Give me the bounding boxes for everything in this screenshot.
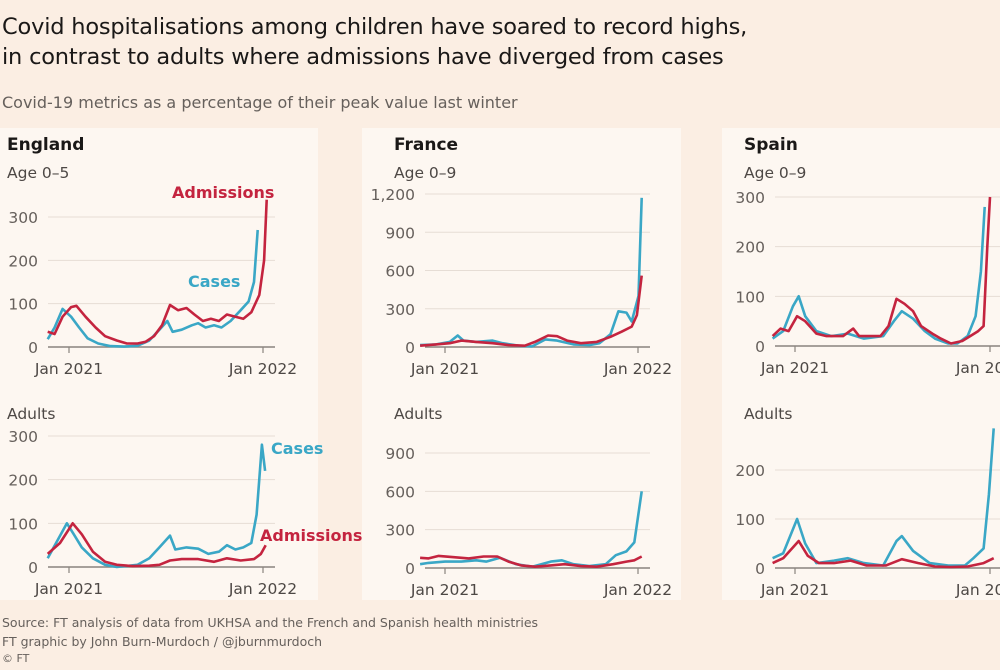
- chart-subtitle: Covid-19 metrics as a percentage of thei…: [2, 93, 518, 112]
- x-tick-label: Jan 2021: [760, 359, 829, 377]
- series-line-admissions: [46, 522, 267, 568]
- y-tick-label: 100: [8, 515, 38, 533]
- series-line-cases: [46, 443, 267, 569]
- x-tick-label: Jan 2022: [228, 580, 297, 598]
- x-tick-label: Jan 2021: [34, 580, 103, 598]
- copyright: © FT: [2, 652, 30, 665]
- title-line-2: in contrast to adults where admissions h…: [2, 44, 724, 70]
- series-line-cases: [771, 206, 986, 345]
- x-tick-label: Jan 2022: [603, 581, 672, 599]
- y-tick-label: 0: [405, 339, 415, 357]
- y-tick-label: 0: [28, 559, 38, 577]
- y-tick-label: 300: [385, 301, 415, 319]
- y-tick-label: 300: [8, 428, 38, 446]
- y-tick-label: 200: [8, 472, 38, 490]
- y-tick-label: 300: [385, 522, 415, 540]
- series-line-cases: [419, 491, 643, 568]
- y-tick-label: 0: [755, 338, 765, 356]
- series-line-cases: [420, 197, 643, 348]
- chart-title: Covid hospitalisations among children ha…: [2, 12, 747, 72]
- y-tick-label: 100: [8, 296, 38, 314]
- x-tick-label: Jan 2021: [410, 360, 479, 378]
- series-label-admissions: Admissions: [172, 183, 274, 202]
- x-tick-label: Jan 2021: [410, 581, 479, 599]
- panel-group-label: Adults: [7, 405, 55, 423]
- y-tick-label: 0: [755, 560, 765, 578]
- y-tick-label: 200: [735, 462, 765, 480]
- series-line-admissions: [47, 199, 268, 345]
- x-tick-label: Jan 2022: [603, 360, 672, 378]
- series-line-admissions: [772, 539, 995, 569]
- panel-country-title: England: [7, 135, 84, 155]
- y-tick-label: 300: [735, 189, 765, 207]
- series-line-admissions: [771, 196, 992, 345]
- y-tick-label: 600: [385, 483, 415, 501]
- y-tick-label: 200: [735, 239, 765, 257]
- y-tick-label: 100: [735, 511, 765, 529]
- y-tick-label: 900: [385, 224, 415, 242]
- series-line-admissions: [420, 554, 643, 568]
- y-tick-label: 900: [385, 445, 415, 463]
- panel-england: [0, 128, 318, 600]
- panel-group-label: Age 0–9: [394, 164, 456, 182]
- panel-group-label: Age 0–9: [744, 164, 806, 182]
- series-line-admissions: [419, 275, 643, 347]
- y-tick-label: 200: [8, 252, 38, 270]
- series-label-cases: Cases: [188, 272, 240, 291]
- title-line-1: Covid hospitalisations among children ha…: [2, 14, 748, 40]
- series-label-cases: Cases: [271, 439, 323, 458]
- y-tick-label: 300: [8, 209, 38, 227]
- credit-note: FT graphic by John Burn-Murdoch / @jburn…: [2, 634, 323, 649]
- panel-country-title: Spain: [744, 135, 798, 155]
- x-tick-label: Jan 2022: [228, 360, 297, 378]
- x-tick-label: Jan 2021: [760, 581, 829, 599]
- source-note: Source: FT analysis of data from UKHSA a…: [2, 615, 539, 630]
- panel-country-title: France: [394, 135, 458, 155]
- y-tick-label: 600: [385, 263, 415, 281]
- y-tick-label: 100: [735, 288, 765, 306]
- panel-group-label: Adults: [394, 405, 442, 423]
- series-line-cases: [46, 229, 259, 348]
- panel-group-label: Age 0–5: [7, 164, 69, 182]
- series-line-cases: [772, 428, 995, 567]
- panel-spain: [722, 128, 1000, 600]
- x-tick-label: Jan 2022: [955, 581, 1000, 599]
- series-label-admissions: Admissions: [260, 526, 362, 545]
- x-tick-label: Jan 2022: [955, 359, 1000, 377]
- x-tick-label: Jan 2021: [34, 360, 103, 378]
- y-tick-label: 0: [28, 339, 38, 357]
- panel-group-label: Adults: [744, 405, 792, 423]
- y-tick-label: 1,200: [371, 186, 415, 204]
- panel-france: [362, 128, 681, 600]
- y-tick-label: 0: [405, 560, 415, 578]
